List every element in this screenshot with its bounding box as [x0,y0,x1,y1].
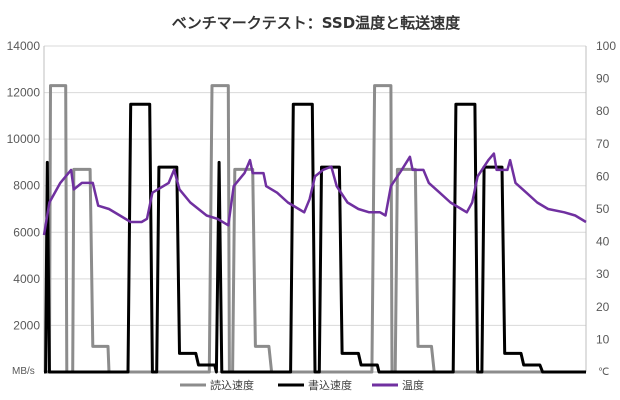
legend-label: 書込速度 [308,378,352,392]
left-tick-label: 14000 [7,39,41,53]
right-tick-label: 20 [596,300,610,314]
right-tick-label: 100 [596,39,616,53]
right-tick-label: 50 [596,202,610,216]
left-axis-ticks: 2000 4000 6000 8000 10000 12000 14000 [7,39,41,332]
right-tick-label: 30 [596,267,610,281]
series-line-2 [44,102,586,374]
right-tick-label: 60 [596,169,610,183]
chart-title: ベンチマークテスト：SSD温度と転送速度 [172,14,461,32]
right-tick-label: 90 [596,72,610,86]
legend-label: 温度 [402,378,424,392]
right-axis-unit: ℃ [598,367,609,378]
left-tick-label: 4000 [13,272,40,286]
series-layer [42,84,587,374]
left-tick-label: 2000 [13,318,40,332]
left-tick-label: 12000 [7,86,41,100]
right-tick-label: 10 [596,332,610,346]
series-line-3 [42,152,587,236]
right-tick-label: 70 [596,137,610,151]
left-axis-unit: MB/s [12,366,35,377]
right-tick-label: 80 [596,104,610,118]
legend: 読込速度 書込速度 温度 [180,378,424,392]
left-tick-label: 6000 [13,225,40,239]
left-tick-label: 8000 [13,179,40,193]
legend-label: 読込速度 [210,378,254,392]
left-tick-label: 10000 [7,132,41,146]
right-axis-ticks: 10 20 30 40 50 60 70 80 90 100 [596,39,616,346]
right-tick-label: 40 [596,235,610,249]
